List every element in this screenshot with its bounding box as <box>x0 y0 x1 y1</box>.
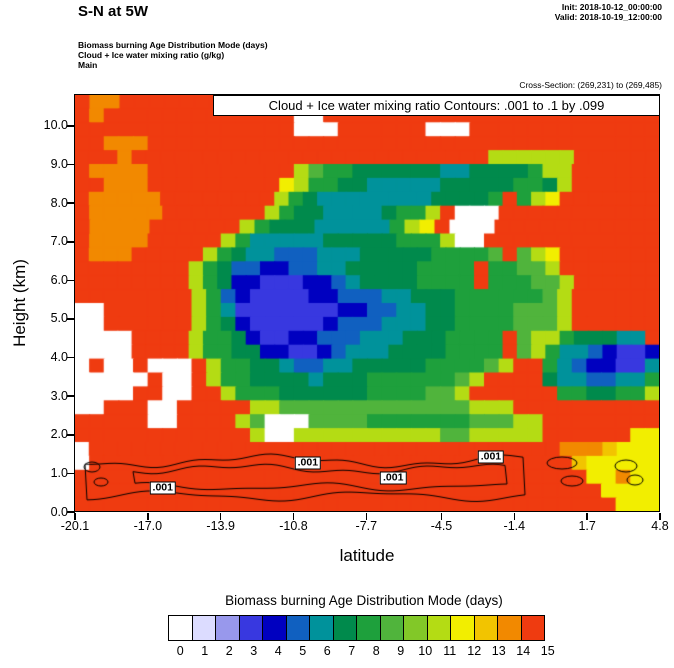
cross-section-range: Cross-Section: (269,231) to (269,485) <box>519 80 662 90</box>
colorbar-cell <box>238 615 263 641</box>
x-tick-label: -10.8 <box>279 519 308 533</box>
x-tick-mark <box>586 513 588 520</box>
colorbar-tick-label: 15 <box>540 644 555 658</box>
x-tick-mark <box>147 513 149 520</box>
y-tick-label: 1.0 <box>50 465 68 480</box>
x-tick-mark <box>292 513 295 520</box>
y-tick-mark <box>67 356 75 359</box>
colorbar-cell <box>450 615 475 641</box>
y-axis-title: Height (km) <box>10 259 29 347</box>
y-tick-label: 0.0 <box>50 504 68 519</box>
colorbar-cell <box>497 615 522 641</box>
y-tick-label: 2.0 <box>50 427 68 442</box>
x-tick-mark <box>513 513 516 520</box>
x-tick-mark <box>219 513 222 520</box>
y-tick-label: 10.0 <box>43 118 68 133</box>
field-description-1: Biomass burning Age Distribution Mode (d… <box>78 40 268 50</box>
colorbar-tick-label: 2 <box>225 644 233 658</box>
x-tick-mark <box>74 513 76 520</box>
y-tick-mark <box>67 511 75 513</box>
colorbar-tick-label: 12 <box>467 644 482 658</box>
colorbar-cell <box>215 615 240 641</box>
field-descriptions: Biomass burning Age Distribution Mode (d… <box>78 40 268 70</box>
page-title: S-N at 5W <box>78 3 149 20</box>
y-tick-label: 4.0 <box>50 350 68 365</box>
y-tick-mark <box>67 472 75 475</box>
colorbar-cell <box>332 615 357 641</box>
colorbar-tick-label: 3 <box>250 644 258 658</box>
x-tick-label: -13.9 <box>206 519 235 533</box>
x-tick-label: 1.7 <box>578 519 596 533</box>
y-tick-mark <box>67 202 75 204</box>
colorbar-cell <box>403 615 428 641</box>
colorbar-tick-label: 14 <box>516 644 531 658</box>
x-tick-label: 4.8 <box>651 519 669 533</box>
y-tick-label: 7.0 <box>50 234 68 249</box>
cross-section-field-plot <box>75 95 660 512</box>
x-tick-label: -20.1 <box>60 519 90 533</box>
y-tick-mark <box>67 279 75 282</box>
x-tick-mark <box>440 513 443 520</box>
contour-info-box: Cloud + Ice water mixing ratio Contours:… <box>213 95 660 116</box>
x-tick-label: -1.4 <box>503 519 526 533</box>
y-tick-mark <box>67 240 75 243</box>
colorbar-cell <box>285 615 310 641</box>
field-description-3: Main <box>78 60 98 70</box>
colorbar-tick-label: 7 <box>348 644 356 658</box>
contour-label: .001 <box>294 456 322 470</box>
colorbar-tick-label: 1 <box>201 644 209 658</box>
x-tick-mark <box>659 513 661 520</box>
colorbar-tick-label: 13 <box>491 644 506 658</box>
colorbar-cell <box>426 615 451 641</box>
run-times: Init: 2018-10-12_00:00:00 Valid: 2018-10… <box>555 2 662 22</box>
colorbar-cell <box>520 615 545 641</box>
colorbar-tick-label: 4 <box>274 644 282 658</box>
colorbar-tick-label: 11 <box>443 644 457 658</box>
colorbar-tick-label: 8 <box>372 644 380 658</box>
y-tick-label: 9.0 <box>50 157 68 171</box>
y-tick-mark <box>67 163 75 166</box>
y-tick-label: 3.0 <box>50 388 68 403</box>
valid-time-label: Valid: 2018-10-19_12:00:00 <box>554 12 662 22</box>
x-tick-mark <box>365 513 368 520</box>
colorbar-cell <box>168 615 193 641</box>
colorbar-cell <box>309 615 334 641</box>
x-axis-title: latitude <box>339 546 395 565</box>
y-tick-label: 5.0 <box>50 311 68 326</box>
colorbar-tick-label: 9 <box>397 644 405 658</box>
contour-label: .001 <box>380 471 407 485</box>
x-tick-label: -4.5 <box>430 519 453 533</box>
y-tick-mark <box>67 318 75 320</box>
colorbar <box>168 615 545 641</box>
contour-label: .001 <box>477 450 505 464</box>
field-description-2: Cloud + Ice water mixing ratio (g/kg) <box>78 50 225 60</box>
y-tick-mark <box>67 125 75 127</box>
colorbar-tick-label: 6 <box>323 644 331 658</box>
init-time-label: Init: 2018-10-12_00:00:00 <box>561 2 662 12</box>
colorbar-cell <box>356 615 381 641</box>
y-tick-label: 6.0 <box>50 272 68 287</box>
colorbar-tick-label: 5 <box>299 644 307 658</box>
x-tick-label: -7.7 <box>355 519 378 533</box>
colorbar-cell <box>473 615 498 641</box>
y-tick-mark <box>67 433 75 436</box>
colorbar-tick-label: 10 <box>418 644 433 658</box>
y-tick-label: 8.0 <box>50 195 68 210</box>
y-tick-mark <box>67 395 75 397</box>
colorbar-cell <box>191 615 216 641</box>
colorbar-cell <box>379 615 404 641</box>
contour-label: .001 <box>149 481 176 495</box>
colorbar-tick-label: 0 <box>176 644 184 658</box>
x-tick-label: -17.0 <box>133 519 163 533</box>
colorbar-title: Biomass burning Age Distribution Mode (d… <box>225 593 503 608</box>
colorbar-cell <box>262 615 287 641</box>
